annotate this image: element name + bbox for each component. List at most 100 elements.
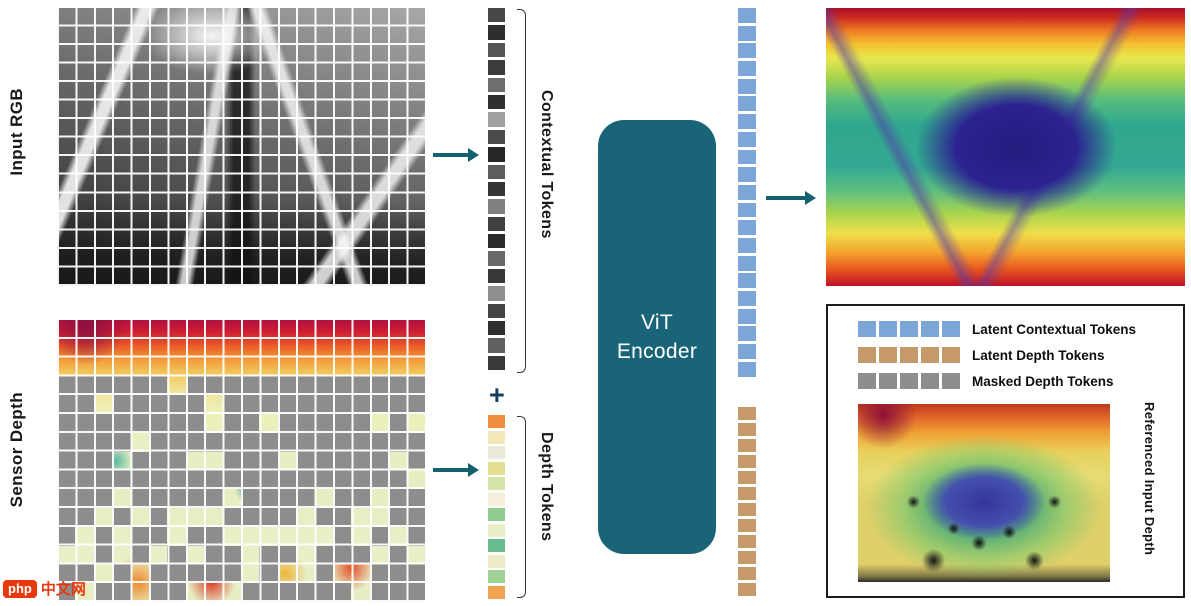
masked-patch (167, 545, 186, 565)
masked-patch (259, 564, 278, 584)
masked-patch (406, 583, 425, 602)
masked-patch (296, 395, 315, 414)
masked-patch (167, 413, 186, 433)
contextual-token-column (488, 8, 505, 371)
masked-patch (351, 432, 370, 452)
token-square (738, 361, 756, 377)
masked-patch (369, 526, 389, 546)
token-square (488, 60, 505, 75)
token-square (879, 347, 897, 363)
token-square (738, 255, 756, 271)
legend-label: Masked Depth Tokens (972, 373, 1114, 389)
token-square (488, 415, 505, 428)
contextual-tokens-bracket (517, 9, 526, 373)
masked-patch (259, 395, 278, 414)
masked-patch (240, 470, 260, 490)
token-square (738, 96, 756, 112)
token-square (488, 8, 505, 23)
masked-patch (75, 507, 94, 527)
token-square (488, 430, 505, 444)
input-rgb-image (57, 8, 425, 286)
masked-patch (204, 432, 223, 452)
masked-patch (240, 432, 260, 452)
masked-patch (296, 413, 315, 433)
arrow-shaft (433, 468, 468, 472)
masked-patch (240, 583, 260, 602)
token-square (488, 570, 505, 583)
token-square (488, 585, 505, 599)
token-square (738, 486, 756, 501)
masked-patch (222, 545, 241, 565)
masked-patch (296, 583, 315, 602)
watermark: php 中文网 (3, 578, 86, 599)
masked-patch (130, 395, 149, 414)
token-square (738, 582, 756, 597)
token-square (738, 273, 756, 289)
masked-patch (314, 413, 333, 433)
token-square (942, 321, 960, 337)
vit-encoder: ViT Encoder (598, 120, 716, 554)
masked-patch (93, 413, 113, 433)
masked-patch (57, 489, 76, 508)
masked-patch (185, 395, 205, 414)
masked-patch (314, 564, 333, 584)
token-square (488, 42, 505, 58)
token-square (738, 534, 756, 549)
sensor-depth-image (57, 320, 425, 602)
masked-patch (204, 376, 223, 396)
masked-patch (259, 489, 278, 508)
token-square (900, 373, 918, 389)
masked-patch (332, 432, 352, 452)
vit-encoder-line1: ViT (640, 310, 674, 334)
masked-patch (112, 583, 131, 602)
token-square (488, 355, 505, 371)
token-square (738, 422, 756, 437)
token-square (488, 147, 505, 162)
masked-patch (406, 451, 425, 471)
token-square (488, 523, 505, 537)
arrow-shaft (433, 153, 468, 157)
masked-patch (185, 564, 205, 584)
masked-patch (57, 583, 76, 602)
masked-patch (148, 413, 168, 433)
masked-patch (277, 432, 297, 452)
rgb-to-tokens-arrow (433, 148, 479, 162)
masked-patch (93, 545, 113, 565)
masked-patch (406, 526, 425, 546)
masked-patch (93, 526, 113, 546)
token-square (738, 518, 756, 533)
masked-patch (314, 545, 333, 565)
legend-label: Latent Contextual Tokens (972, 321, 1137, 337)
masked-patch (388, 583, 407, 602)
token-square (738, 149, 756, 165)
masked-patch (332, 489, 352, 508)
masked-patch (277, 376, 297, 396)
masked-patch (296, 451, 315, 471)
masked-patch (388, 376, 407, 396)
token-square (738, 550, 756, 565)
masked-patch (277, 489, 297, 508)
token-square (942, 373, 960, 389)
masked-patch (259, 376, 278, 396)
token-square (921, 347, 939, 363)
masked-patch (75, 470, 94, 490)
legend-row: Masked Depth Tokens (858, 368, 1183, 394)
masked-patch (314, 507, 333, 527)
token-square (488, 112, 505, 127)
masked-patch (148, 564, 168, 584)
masked-patch (57, 507, 76, 527)
masked-patch (277, 507, 297, 527)
masked-patch (93, 376, 113, 396)
masked-patch (75, 451, 94, 471)
token-square (738, 202, 756, 218)
masked-patch (296, 470, 315, 490)
masked-patch (222, 470, 241, 490)
token-square (488, 508, 505, 521)
legend-row: Latent Depth Tokens (858, 342, 1183, 368)
masked-patch (277, 470, 297, 490)
masked-patch (406, 432, 425, 452)
masked-patch (57, 564, 76, 584)
masked-patch (332, 526, 352, 546)
masked-patch (185, 526, 205, 546)
